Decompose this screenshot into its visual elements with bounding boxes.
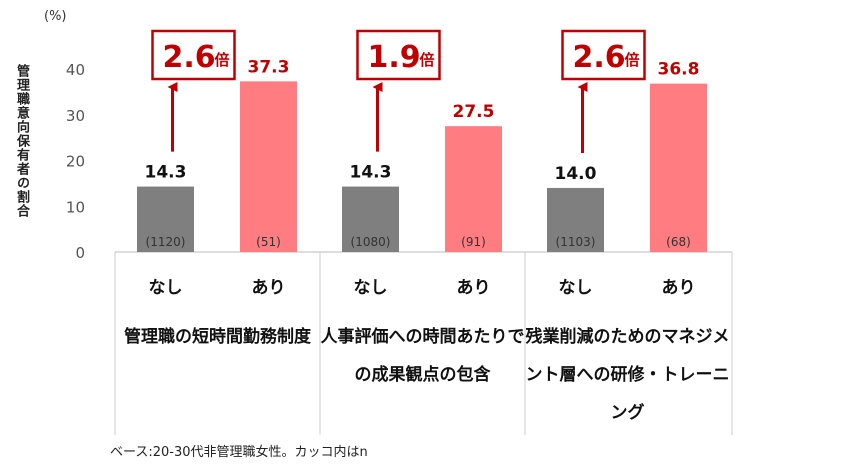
bar-n-label: (68)	[666, 235, 691, 249]
ratio-box	[561, 29, 646, 81]
footnote: ベース:20-30代非管理職女性。カッコ内はn	[110, 445, 368, 460]
bar-n-label: (1080)	[351, 235, 391, 249]
ratio-suffix: 倍	[215, 51, 230, 69]
ratio-value: 1.9	[368, 40, 421, 75]
bar-value-label: 14.3	[145, 163, 187, 183]
group-title: 管理職の短時間勤務制度	[115, 318, 320, 356]
bar-n-label: (51)	[256, 235, 281, 249]
bar	[547, 187, 604, 252]
bar-value-label: 27.5	[453, 102, 495, 122]
bar	[240, 81, 297, 252]
category-label: なし	[354, 278, 388, 298]
bar-value-label: 14.0	[555, 164, 597, 184]
ratio-value: 2.6	[163, 40, 216, 75]
ratio-box	[356, 29, 441, 81]
y-tick-label: 40	[66, 61, 85, 79]
ratio-suffix: 倍	[625, 51, 640, 69]
group-title-line: 成果観点の包含	[371, 365, 491, 385]
category-label: あり	[457, 278, 491, 298]
ratio-value: 2.6	[573, 40, 626, 75]
category-label: なし	[559, 278, 593, 298]
y-tick-label: 30	[66, 107, 85, 125]
bar-n-label: (91)	[461, 235, 486, 249]
group-title-line: マネジメント層への	[525, 327, 730, 385]
group-title-line: 時間あたりでの	[354, 327, 525, 385]
group-title-line: 研修・トレーニング	[610, 365, 730, 423]
group-title: 残業削減のためのマネジメント層への研修・トレーニング	[525, 318, 730, 432]
category-label: あり	[662, 278, 696, 298]
y-tick-label: 0	[75, 244, 85, 262]
y-axis-title: 管理職意向保有者の割合	[14, 64, 29, 218]
ratio-suffix: 倍	[420, 51, 435, 69]
bar	[650, 83, 707, 252]
y-tick-label: 10	[66, 198, 85, 216]
bar	[342, 186, 399, 252]
category-label: なし	[149, 278, 183, 298]
group-title-line: 短時間勤務制度	[192, 327, 311, 347]
group-title-line: 人事評価への	[320, 327, 423, 347]
bar-value-label: 14.3	[350, 163, 392, 183]
bar	[137, 186, 194, 252]
y-unit-label: (%)	[44, 9, 67, 24]
y-tick-label: 20	[66, 153, 85, 171]
bar-n-label: (1120)	[146, 235, 186, 249]
category-label: あり	[252, 278, 286, 298]
y-axis-title-wrap: 管理職意向保有者の割合	[8, 64, 34, 254]
ratio-box	[151, 29, 236, 81]
bar-value-label: 37.3	[248, 57, 290, 77]
bar	[445, 126, 502, 252]
group-title-line: 残業削減のための	[525, 327, 662, 347]
bar-value-label: 36.8	[658, 60, 700, 80]
group-title-line: 管理職の	[124, 327, 192, 347]
group-title: 人事評価への時間あたりでの成果観点の包含	[320, 318, 525, 394]
bar-n-label: (1103)	[556, 235, 596, 249]
